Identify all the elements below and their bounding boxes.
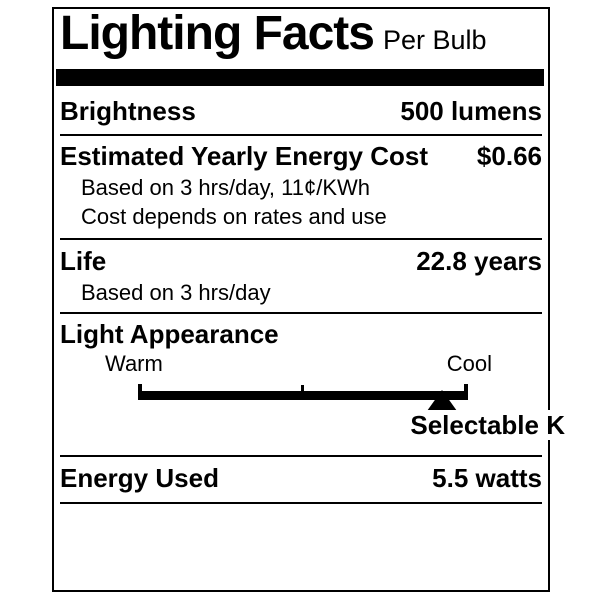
brightness-label: Brightness [60,95,196,126]
life-value: 22.8 years [416,246,542,276]
energy-used-value: 5.5 watts [432,462,542,493]
life-note-basis: Based on 3 hrs/day [81,280,271,305]
life-label: Life [60,246,107,276]
lighting-facts-label: Lighting Facts Per Bulb Brightness 500 l… [52,7,567,592]
appearance-scale [138,384,468,411]
energy-used-row: Energy Used 5.5 watts [60,457,542,504]
scale-tick-mid [301,385,304,400]
label-subtitle: Per Bulb [382,25,487,55]
scale-tick-right [464,384,468,400]
energy-used-label: Energy Used [60,462,219,493]
energy-cost-value: $0.66 [476,141,542,171]
energy-cost-label: Estimated Yearly Energy Cost [60,141,429,171]
cool-label: Cool [446,351,492,376]
brightness-value: 500 lumens [400,95,542,126]
scale-marker-triangle-icon [426,390,457,411]
light-appearance-heading: Light Appearance [60,319,279,349]
selectable-k-note: Selectable K [408,410,567,440]
title-separator-bar [56,69,544,86]
label-header: Lighting Facts Per Bulb [60,9,542,59]
energy-cost-note-disclaimer: Cost depends on rates and use [81,204,387,229]
label-title: Lighting Facts [60,7,375,60]
scale-tick-left [138,384,142,400]
light-appearance-section: Light Appearance Warm Cool Selectable K [60,314,567,457]
brightness-row: Brightness 500 lumens [60,87,542,136]
life-row: Life 22.8 years Based on 3 hrs/day [60,240,542,314]
warm-label: Warm [105,351,163,376]
energy-cost-note-basis: Based on 3 hrs/day, 11¢/KWh [81,175,371,200]
energy-cost-row: Estimated Yearly Energy Cost $0.66 Based… [60,136,542,240]
